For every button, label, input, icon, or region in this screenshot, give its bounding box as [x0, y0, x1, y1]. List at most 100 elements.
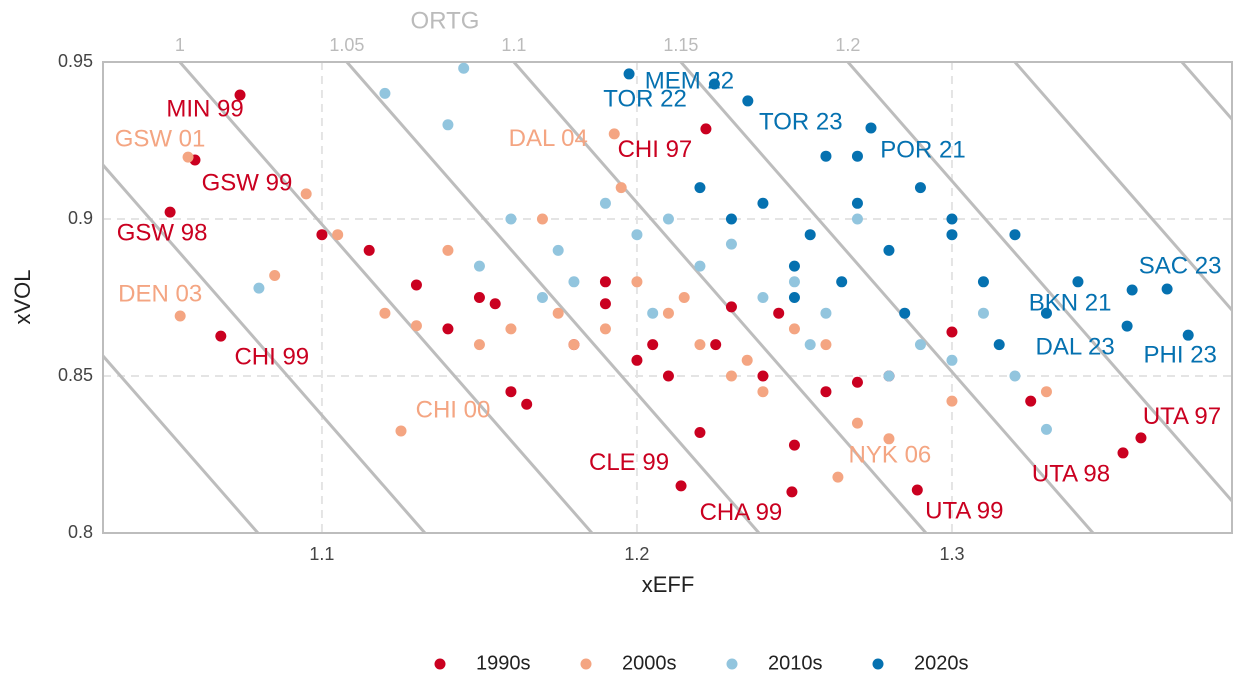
point [662, 370, 674, 382]
reference-line [345, 62, 761, 533]
y-tick-label: 0.8 [68, 522, 93, 542]
point [662, 307, 674, 319]
x-tick-label: 1.3 [939, 544, 964, 564]
point [379, 87, 391, 99]
point [489, 298, 501, 310]
point [473, 260, 485, 272]
point [946, 395, 958, 407]
y-tick-label: 0.9 [68, 208, 93, 228]
point [164, 206, 176, 218]
point [647, 307, 659, 319]
point [836, 276, 848, 288]
point [1025, 395, 1037, 407]
point-label: PHI 23 [1144, 342, 1217, 369]
point [725, 301, 737, 313]
point [631, 354, 643, 366]
point [552, 307, 564, 319]
point [851, 417, 863, 429]
point [788, 276, 800, 288]
point [820, 307, 832, 319]
point [708, 78, 720, 90]
point [865, 122, 877, 134]
point-label: TOR 22 [603, 85, 687, 112]
point-label: DAL 23 [1036, 333, 1115, 360]
point [410, 320, 422, 332]
reference-line [679, 62, 1095, 533]
point [647, 339, 659, 351]
x2-tick-label: 1.1 [501, 35, 526, 55]
x2-axis-title: ORTG [411, 7, 480, 34]
point [725, 213, 737, 225]
point-label: CHI 00 [416, 396, 491, 423]
point [300, 188, 312, 200]
point [851, 197, 863, 209]
plot-frame [102, 61, 1233, 534]
point-label: UTA 97 [1143, 403, 1221, 430]
point-label: GSW 98 [117, 219, 208, 246]
point [505, 213, 517, 225]
point [832, 471, 844, 483]
point [757, 197, 769, 209]
point-label: POR 21 [880, 136, 965, 163]
y-tick-label: 0.95 [58, 51, 93, 71]
point [316, 229, 328, 241]
point [631, 229, 643, 241]
point [804, 229, 816, 241]
point [1135, 432, 1147, 444]
point [851, 150, 863, 162]
point [631, 276, 643, 288]
x-tick-label: 1.2 [624, 544, 649, 564]
x2-tick-label: 1.05 [329, 35, 364, 55]
point [1072, 276, 1084, 288]
point [442, 323, 454, 335]
point [757, 386, 769, 398]
point [1009, 229, 1021, 241]
point [993, 339, 1005, 351]
point [1182, 329, 1194, 341]
y-axis-title: xVOL [10, 269, 35, 324]
point [851, 213, 863, 225]
reference-line [103, 162, 427, 533]
plot-area [103, 62, 1232, 533]
point [269, 270, 281, 282]
point [253, 282, 265, 294]
point [788, 260, 800, 272]
point [568, 276, 580, 288]
reference-line [178, 62, 594, 533]
point [773, 307, 785, 319]
point [725, 238, 737, 250]
point [804, 339, 816, 351]
point [1126, 284, 1138, 296]
point [911, 484, 923, 496]
point [700, 123, 712, 135]
point [788, 292, 800, 303]
point [1040, 423, 1052, 435]
point [946, 354, 958, 366]
point [536, 213, 548, 225]
point [174, 310, 186, 322]
point [473, 292, 485, 303]
point [615, 182, 627, 194]
point [505, 386, 517, 398]
point [946, 326, 958, 338]
legend-marker [726, 658, 738, 670]
point [678, 292, 690, 303]
point [458, 62, 470, 74]
point [675, 480, 687, 492]
point-label: TOR 23 [759, 108, 843, 135]
point [1040, 386, 1052, 398]
point [521, 398, 533, 410]
y-tick-label: 0.85 [58, 365, 93, 385]
point-label: NYK 06 [849, 441, 932, 468]
point [788, 439, 800, 451]
point-label: CHI 99 [234, 343, 309, 370]
point [788, 323, 800, 335]
reference-line [1013, 62, 1232, 313]
legend-label: 2010s [768, 652, 823, 674]
point-label: GSW 01 [115, 125, 206, 152]
point [946, 213, 958, 225]
x2-tick-label: 1.2 [835, 35, 860, 55]
point [820, 150, 832, 162]
reference-line [103, 353, 260, 533]
point [182, 151, 194, 163]
